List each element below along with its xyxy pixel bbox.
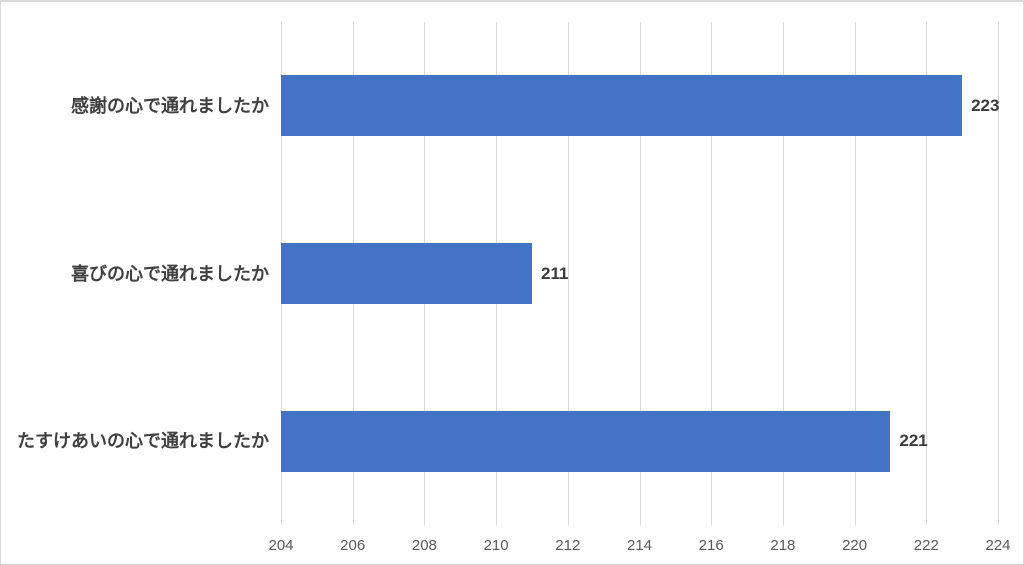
gridline [639,22,641,525]
gridline [782,22,784,525]
gridline [854,22,856,525]
gridline [567,22,569,525]
x-axis-tick-label: 212 [555,537,581,554]
x-axis-tick-label: 204 [268,537,294,554]
x-axis-tick-label: 218 [770,537,796,554]
x-axis-tick-label: 208 [411,537,437,554]
bar-1 [281,243,532,304]
gridline [926,22,928,525]
bar-value-label: 211 [541,263,569,283]
category-axis-label: 喜びの心で通れましたか [71,263,269,284]
category-axis-label: 感謝の心で通れましたか [71,95,269,116]
bar-2 [281,410,891,472]
bar-value-label: 223 [971,95,1000,115]
plot-area [281,22,999,525]
gridline [711,22,713,525]
x-axis-tick-label: 224 [985,537,1011,554]
bar-0 [281,75,963,137]
x-axis-tick-label: 220 [842,537,868,554]
gridline [998,22,999,525]
x-axis-tick-label: 216 [698,537,724,554]
x-axis-tick-label: 222 [913,537,939,554]
x-axis-tick-label: 210 [483,537,509,554]
x-axis-tick-label: 206 [340,537,366,554]
bar-value-label: 221 [899,431,928,451]
x-axis-tick-label: 214 [626,537,653,554]
category-axis-label: たすけあいの心で通れましたか [17,431,269,452]
